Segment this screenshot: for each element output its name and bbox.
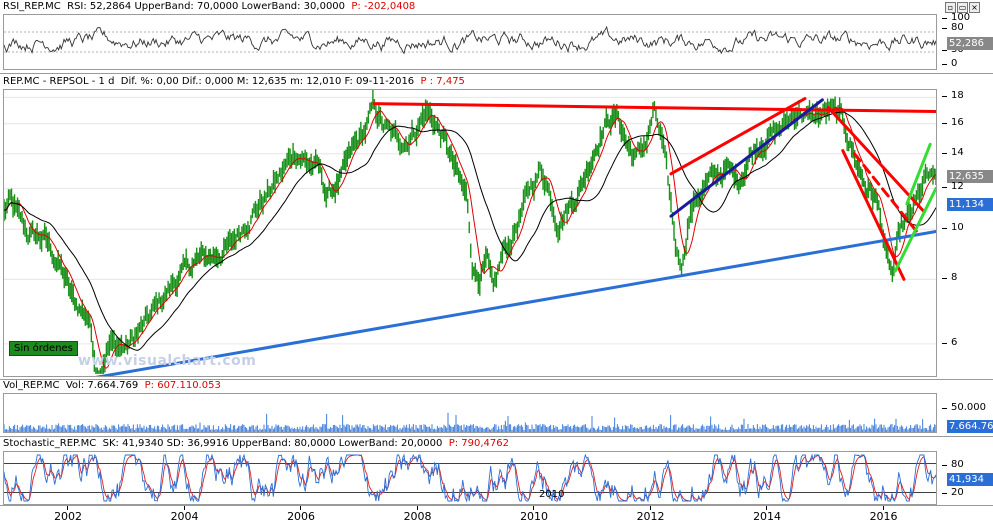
price-tick: 16 — [942, 116, 964, 128]
x-tick-label: 2004 — [170, 510, 199, 523]
restore-icon[interactable]: ▭ — [957, 2, 968, 13]
price-header: REP.MC - REPSOL - 1 d Dif. %: 0,00 Dif.:… — [3, 75, 465, 89]
stochastic-tick: 20 — [942, 487, 964, 498]
rsi-header: RSI_REP.MC RSI: 52,2864 UpperBand: 70,00… — [3, 0, 415, 14]
rsi-plot[interactable] — [3, 14, 937, 70]
x-tick-mark — [183, 506, 185, 510]
stochastic-plot[interactable]: 2010 — [3, 451, 937, 505]
last-price-tag: 12,635 — [947, 169, 993, 183]
orders-badge[interactable]: Sin órdenes — [9, 341, 78, 356]
price-tick: 12 — [942, 181, 964, 193]
x-tick-mark — [416, 506, 418, 510]
trendline-long-term-support — [95, 230, 936, 376]
moving-average-tag: 11,134 — [947, 198, 993, 212]
x-tick-label: 2016 — [869, 510, 898, 523]
x-tick-mark — [533, 506, 535, 510]
stochastic-tick: 80 — [942, 459, 964, 470]
volume-plot[interactable] — [3, 393, 937, 433]
close-icon[interactable]: × — [969, 2, 980, 13]
divider — [0, 379, 993, 380]
rsi-tick: 100 — [941, 12, 971, 23]
x-tick-label: 2014 — [753, 510, 782, 523]
rsi-profit: P: -202,0408 — [351, 1, 416, 12]
price-tick: 18 — [942, 90, 964, 102]
volume-tick: 50.000 — [942, 402, 986, 413]
x-tick-mark — [300, 506, 302, 510]
price-tick: 10 — [942, 222, 964, 234]
volume-params: Vol: 7.664.769 — [65, 380, 139, 391]
trendline-down-channel-upper — [826, 106, 926, 214]
x-tick-label: 2006 — [287, 510, 316, 523]
trendline-channel-lower-navy — [669, 98, 824, 218]
x-tick-mark — [649, 506, 651, 510]
trendline-rebound-lower-green — [893, 186, 936, 273]
x-tick-mark — [882, 506, 884, 510]
x-tick-mark — [67, 506, 69, 510]
x-axis: 2002 2004 2006 2008 2010 2012 2014 2016 — [0, 505, 993, 527]
divider — [0, 73, 993, 74]
rsi-line — [4, 25, 936, 55]
volume-profit: P: 607.110.053 — [144, 380, 221, 391]
stochastic-current-tag: 41,934 — [947, 473, 993, 486]
x-tick-label: 2012 — [636, 510, 665, 523]
x-tick-label: 2008 — [403, 510, 432, 523]
stochastic-header: Stochastic_REP.MC SK: 41,9340 SD: 36,991… — [3, 437, 509, 451]
trendline-down-channel-lower — [841, 149, 906, 281]
volume-current-tag: 7.664.76 — [947, 420, 993, 433]
x-tick-mark — [766, 506, 768, 510]
watermark: www.visualchart.com — [78, 353, 257, 369]
short-moving-average — [4, 106, 936, 369]
price-tick: 14 — [942, 146, 964, 158]
divider — [0, 436, 993, 437]
rsi-y-axis: 100 80 30 0 52,286 — [937, 12, 993, 70]
volume-chart — [4, 412, 936, 432]
stochastic-sk-line — [4, 453, 936, 503]
rsi-chart — [4, 25, 936, 55]
rsi-current-tag: 52,286 — [947, 37, 993, 50]
stochastic-profit: P: 790,4762 — [448, 438, 509, 449]
stochastic-y-axis: 80 20 41,934 — [937, 451, 993, 505]
maximize-icon[interactable]: ▫ — [945, 2, 956, 13]
price-tick: 6 — [941, 336, 958, 348]
volume-header: Vol_REP.MC Vol: 7.664.769 P: 607.110.053 — [3, 379, 221, 393]
price-plot[interactable] — [3, 89, 937, 377]
price-profit: P : 7,475 — [420, 76, 465, 87]
stochastic-chart — [4, 453, 936, 503]
long-moving-average — [4, 111, 936, 351]
stochastic-params: SK: 41,9340 SD: 36,9916 UpperBand: 80,00… — [102, 438, 443, 449]
rsi-tick: 0 — [941, 58, 958, 69]
trendline-resistance-top — [372, 102, 936, 114]
x-tick-label: 2010 — [520, 510, 549, 523]
rsi-title: RSI_REP.MC — [3, 1, 61, 12]
price-title: REP.MC - REPSOL - 1 d — [3, 76, 115, 87]
price-params: Dif. %: 0,00 Dif.: 0,000 M: 12,635 m: 12… — [120, 76, 415, 87]
volume-y-axis: 50.000 7.664.76 — [937, 393, 993, 433]
stochastic-inner-label: 2010 — [539, 489, 565, 500]
trendline-channel-upper-red — [669, 97, 807, 176]
trendline-rebound-upper-green — [905, 142, 932, 206]
rsi-tick: 80 — [942, 22, 964, 33]
price-chart — [4, 90, 936, 376]
price-y-axis: 12,635 11,134 18 16 14 12 10 8 6 — [937, 89, 993, 377]
volume-title: Vol_REP.MC — [3, 380, 60, 391]
trendline-down-channel-dashed — [852, 152, 921, 236]
x-tick-label: 2002 — [54, 510, 83, 523]
price-tick: 8 — [941, 272, 958, 284]
rsi-params: RSI: 52,2864 UpperBand: 70,0000 LowerBan… — [67, 1, 346, 12]
stochastic-title: Stochastic_REP.MC — [3, 438, 97, 449]
